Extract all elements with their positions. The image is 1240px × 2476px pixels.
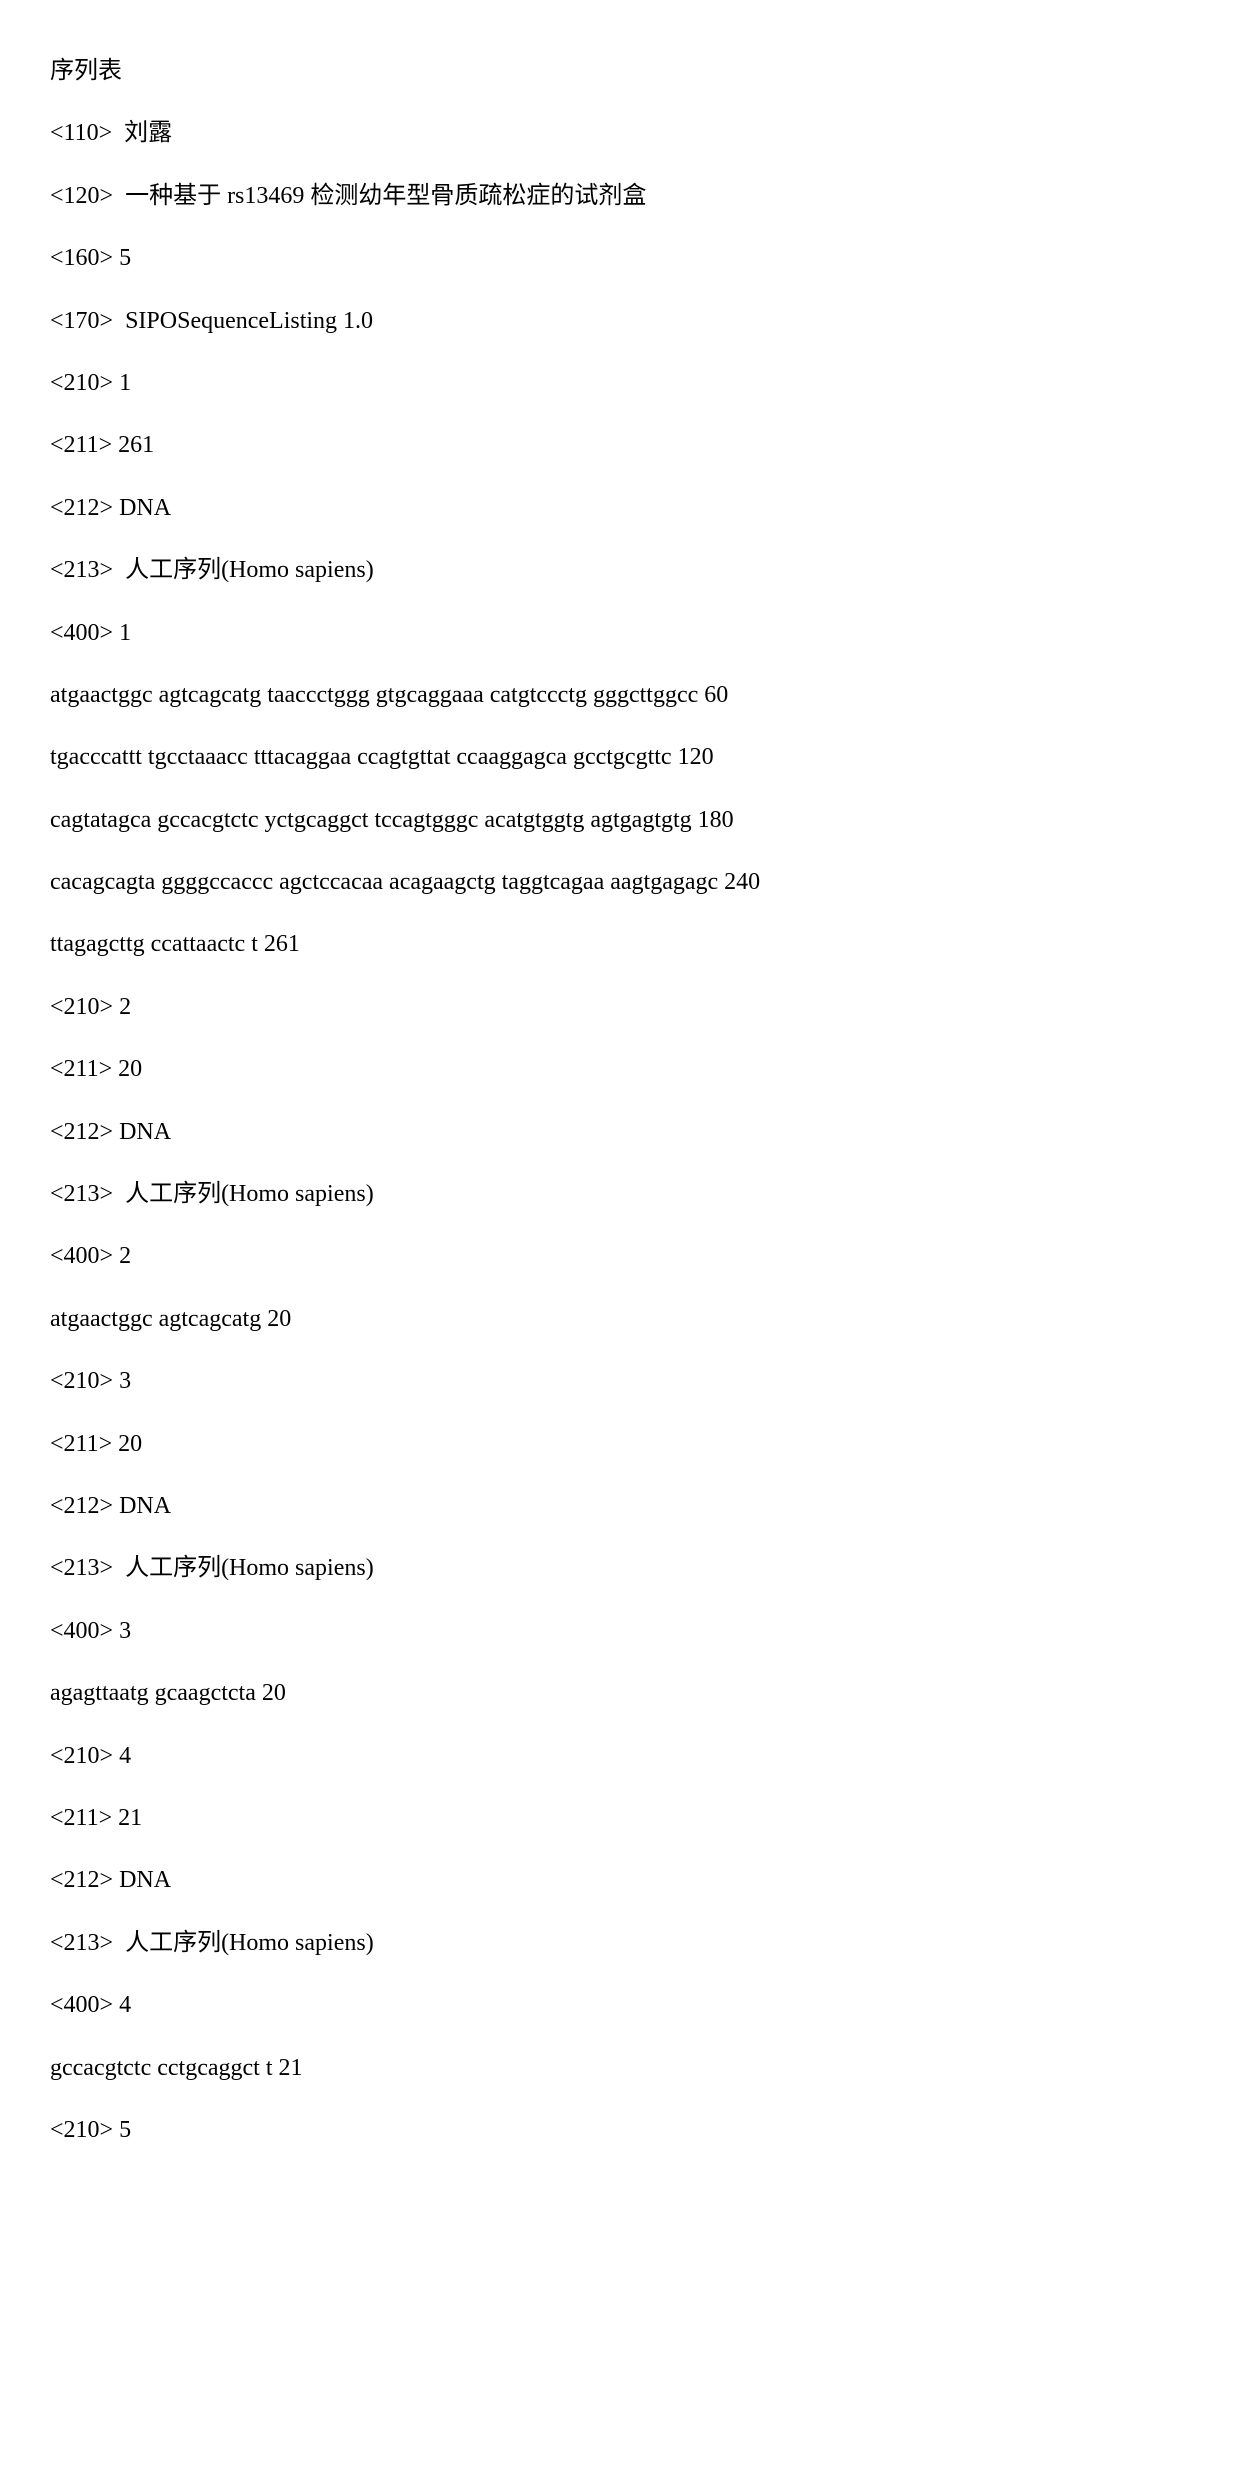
seq1-type-line: <212> DNA [50, 477, 1190, 539]
seq1-data-line: cacagcagta ggggccaccc agctccacaa acagaag… [50, 851, 1190, 913]
seq1-length-line: <211> 261 [50, 414, 1190, 476]
seq1-data-line: tgacccattt tgcctaaacc tttacaggaa ccagtgt… [50, 726, 1190, 788]
seq3-marker-line: <400> 3 [50, 1600, 1190, 1662]
doc-title: 序列表 [50, 40, 1190, 102]
seq1-id-line: <210> 1 [50, 352, 1190, 414]
seq4-data-line: gccacgtctc cctgcaggct t 21 [50, 2037, 1190, 2099]
seq2-type-line: <212> DNA [50, 1101, 1190, 1163]
sequence-listing-document: 序列表 <110> 刘露 <120> 一种基于 rs13469 检测幼年型骨质疏… [50, 40, 1190, 2161]
seq2-length-line: <211> 20 [50, 1038, 1190, 1100]
seq3-data-line: agagttaatg gcaagctcta 20 [50, 1662, 1190, 1724]
title-line: <120> 一种基于 rs13469 检测幼年型骨质疏松症的试剂盒 [50, 165, 1190, 227]
seq1-data-line: atgaactggc agtcagcatg taaccctggg gtgcagg… [50, 664, 1190, 726]
seq2-data-line: atgaactggc agtcagcatg 20 [50, 1288, 1190, 1350]
applicant-line: <110> 刘露 [50, 102, 1190, 164]
seq1-marker-line: <400> 1 [50, 602, 1190, 664]
seq3-id-line: <210> 3 [50, 1350, 1190, 1412]
seq4-id-line: <210> 4 [50, 1725, 1190, 1787]
seq1-data-line: ttagagcttg ccattaactc t 261 [50, 913, 1190, 975]
seq4-length-line: <211> 21 [50, 1787, 1190, 1849]
seq4-organism-line: <213> 人工序列(Homo sapiens) [50, 1912, 1190, 1974]
seq2-id-line: <210> 2 [50, 976, 1190, 1038]
seq4-type-line: <212> DNA [50, 1849, 1190, 1911]
seq2-marker-line: <400> 2 [50, 1225, 1190, 1287]
seq4-marker-line: <400> 4 [50, 1974, 1190, 2036]
software-line: <170> SIPOSequenceListing 1.0 [50, 290, 1190, 352]
seq-count-line: <160> 5 [50, 227, 1190, 289]
seq1-data-line: cagtatagca gccacgtctc yctgcaggct tccagtg… [50, 789, 1190, 851]
seq2-organism-line: <213> 人工序列(Homo sapiens) [50, 1163, 1190, 1225]
seq3-type-line: <212> DNA [50, 1475, 1190, 1537]
seq3-organism-line: <213> 人工序列(Homo sapiens) [50, 1537, 1190, 1599]
seq5-id-line: <210> 5 [50, 2099, 1190, 2161]
seq1-organism-line: <213> 人工序列(Homo sapiens) [50, 539, 1190, 601]
seq3-length-line: <211> 20 [50, 1413, 1190, 1475]
